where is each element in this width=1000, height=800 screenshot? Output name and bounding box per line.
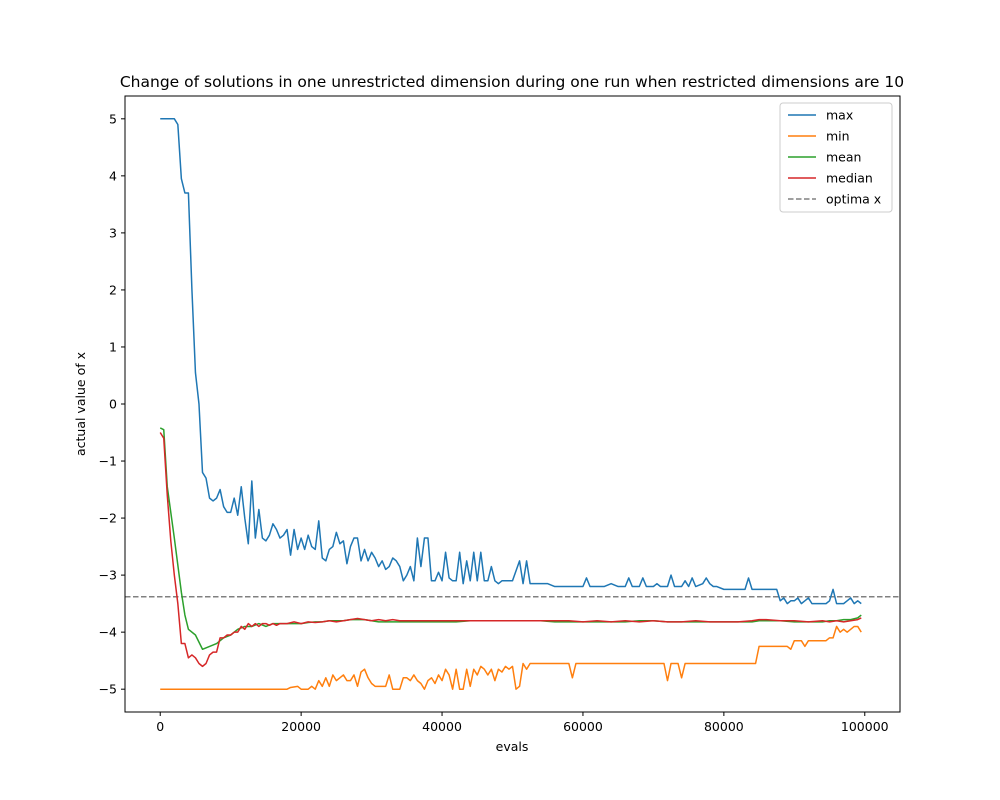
x-tick-label: 60000: [563, 719, 603, 734]
x-tick-label: 20000: [281, 719, 321, 734]
y-tick-label: −3: [99, 568, 117, 583]
y-tick-label: −5: [99, 682, 117, 697]
plot-area: [125, 118, 900, 690]
y-tick-label: 0: [109, 397, 117, 412]
y-tick-label: 5: [109, 111, 117, 126]
chart-title: Change of solutions in one unrestricted …: [120, 73, 904, 91]
x-tick-label: 100000: [841, 719, 889, 734]
series-line-median: [159, 432, 862, 668]
y-tick-label: 3: [109, 225, 117, 240]
x-tick-label: 80000: [704, 719, 744, 734]
series-line-mean: [159, 427, 862, 651]
y-tick-label: −1: [99, 454, 117, 469]
x-axis-label: evals: [496, 739, 529, 754]
x-axis-ticks: 0 20000 40000 60000 80000 100000: [156, 712, 889, 734]
y-tick-label: −2: [99, 511, 117, 526]
series-line-min: [160, 625, 862, 690]
legend: max min mean median optima x: [779, 102, 893, 213]
legend-label-max: max: [826, 108, 853, 123]
legend-label-mean: mean: [826, 150, 861, 165]
y-tick-label: 2: [109, 282, 117, 297]
legend-label-optima-x: optima x: [826, 192, 881, 207]
legend-label-median: median: [826, 171, 873, 186]
y-axis-label: actual value of x: [73, 352, 88, 456]
x-tick-label: 0: [156, 719, 164, 734]
legend-box: [779, 102, 893, 213]
series-line-max: [160, 118, 862, 605]
legend-label-min: min: [826, 129, 850, 144]
y-tick-label: −4: [99, 625, 117, 640]
y-tick-label: 1: [109, 339, 117, 354]
x-tick-label: 40000: [422, 719, 462, 734]
y-axis-ticks: −5 −4 −3 −2 −1 0 1 2 3 4 5: [99, 111, 125, 697]
y-tick-label: 4: [109, 168, 117, 183]
